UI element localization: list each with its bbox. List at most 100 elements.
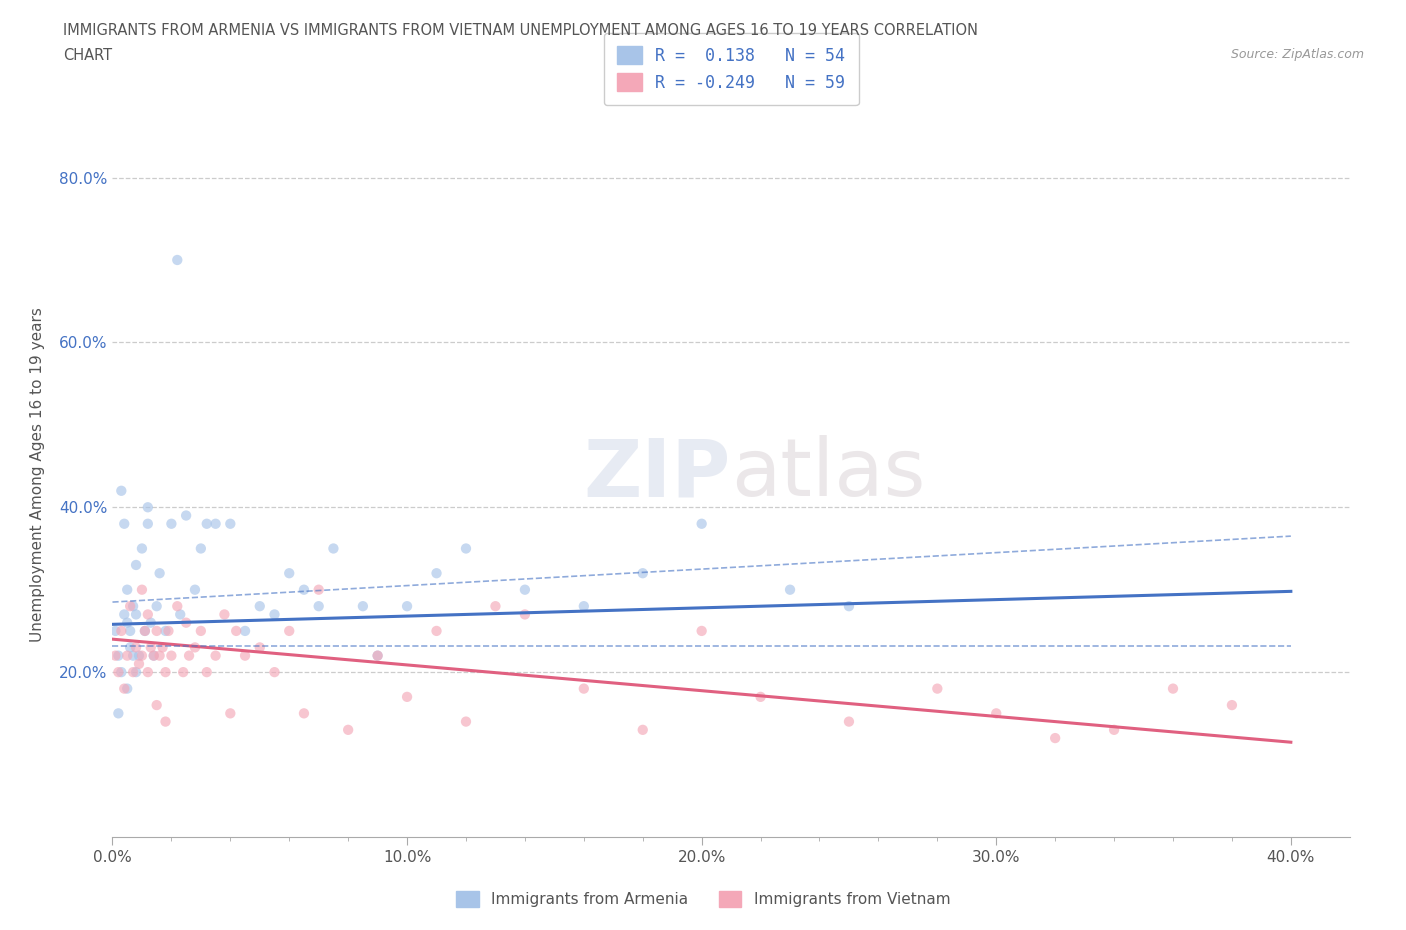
- Point: [308, 599, 330, 614]
- Point: [233, 623, 256, 638]
- Point: [112, 516, 135, 531]
- Point: [396, 599, 419, 614]
- Point: [367, 648, 389, 663]
- Point: [927, 681, 949, 696]
- Point: [249, 599, 271, 614]
- Point: [249, 640, 271, 655]
- Point: [125, 665, 148, 680]
- Text: IMMIGRANTS FROM ARMENIA VS IMMIGRANTS FROM VIETNAM UNEMPLOYMENT AMONG AGES 16 TO: IMMIGRANTS FROM ARMENIA VS IMMIGRANTS FR…: [63, 23, 979, 38]
- Point: [136, 665, 159, 680]
- Point: [425, 565, 447, 580]
- Point: [838, 714, 860, 729]
- Point: [110, 623, 132, 638]
- Text: Source: ZipAtlas.com: Source: ZipAtlas.com: [1230, 48, 1364, 61]
- Point: [484, 599, 506, 614]
- Point: [169, 607, 191, 622]
- Point: [195, 665, 218, 680]
- Point: [145, 623, 167, 638]
- Point: [219, 516, 242, 531]
- Point: [107, 648, 129, 663]
- Point: [136, 516, 159, 531]
- Point: [107, 706, 129, 721]
- Point: [690, 516, 713, 531]
- Y-axis label: Unemployment Among Ages 16 to 19 years: Unemployment Among Ages 16 to 19 years: [31, 307, 45, 642]
- Point: [128, 657, 150, 671]
- Legend: Immigrants from Armenia, Immigrants from Vietnam: Immigrants from Armenia, Immigrants from…: [450, 884, 956, 913]
- Point: [110, 665, 132, 680]
- Point: [174, 508, 197, 523]
- Point: [292, 706, 315, 721]
- Point: [134, 623, 156, 638]
- Point: [233, 648, 256, 663]
- Point: [572, 681, 595, 696]
- Point: [337, 723, 360, 737]
- Point: [1043, 731, 1066, 746]
- Point: [120, 623, 142, 638]
- Point: [184, 582, 207, 597]
- Point: [115, 648, 138, 663]
- Point: [184, 640, 207, 655]
- Point: [986, 706, 1008, 721]
- Point: [122, 648, 145, 663]
- Point: [149, 648, 172, 663]
- Legend: R =  0.138   N = 54, R = -0.249   N = 59: R = 0.138 N = 54, R = -0.249 N = 59: [603, 33, 859, 105]
- Point: [322, 541, 344, 556]
- Point: [145, 698, 167, 712]
- Point: [120, 599, 142, 614]
- Point: [425, 623, 447, 638]
- Point: [152, 640, 174, 655]
- Point: [631, 565, 654, 580]
- Point: [125, 557, 148, 572]
- Point: [190, 623, 212, 638]
- Point: [125, 640, 148, 655]
- Point: [177, 648, 200, 663]
- Point: [454, 541, 477, 556]
- Point: [631, 723, 654, 737]
- Point: [145, 599, 167, 614]
- Point: [125, 607, 148, 622]
- Point: [174, 616, 197, 631]
- Point: [122, 599, 145, 614]
- Point: [195, 516, 218, 531]
- Point: [263, 665, 285, 680]
- Point: [204, 516, 226, 531]
- Point: [149, 565, 172, 580]
- Point: [292, 582, 315, 597]
- Point: [352, 599, 374, 614]
- Text: ZIP: ZIP: [583, 435, 731, 513]
- Point: [278, 565, 301, 580]
- Point: [172, 665, 194, 680]
- Point: [690, 623, 713, 638]
- Point: [749, 689, 772, 704]
- Point: [157, 623, 180, 638]
- Point: [115, 681, 138, 696]
- Point: [142, 648, 165, 663]
- Point: [225, 623, 247, 638]
- Point: [513, 607, 536, 622]
- Point: [190, 541, 212, 556]
- Point: [104, 623, 127, 638]
- Point: [263, 607, 285, 622]
- Point: [155, 623, 177, 638]
- Point: [166, 599, 188, 614]
- Point: [122, 665, 145, 680]
- Point: [204, 648, 226, 663]
- Point: [308, 582, 330, 597]
- Point: [1102, 723, 1125, 737]
- Point: [513, 582, 536, 597]
- Point: [104, 648, 127, 663]
- Point: [112, 681, 135, 696]
- Point: [454, 714, 477, 729]
- Point: [142, 648, 165, 663]
- Point: [128, 648, 150, 663]
- Point: [139, 616, 162, 631]
- Point: [136, 607, 159, 622]
- Point: [838, 599, 860, 614]
- Point: [155, 714, 177, 729]
- Point: [1220, 698, 1243, 712]
- Point: [112, 607, 135, 622]
- Point: [115, 582, 138, 597]
- Point: [572, 599, 595, 614]
- Point: [131, 648, 153, 663]
- Point: [136, 499, 159, 514]
